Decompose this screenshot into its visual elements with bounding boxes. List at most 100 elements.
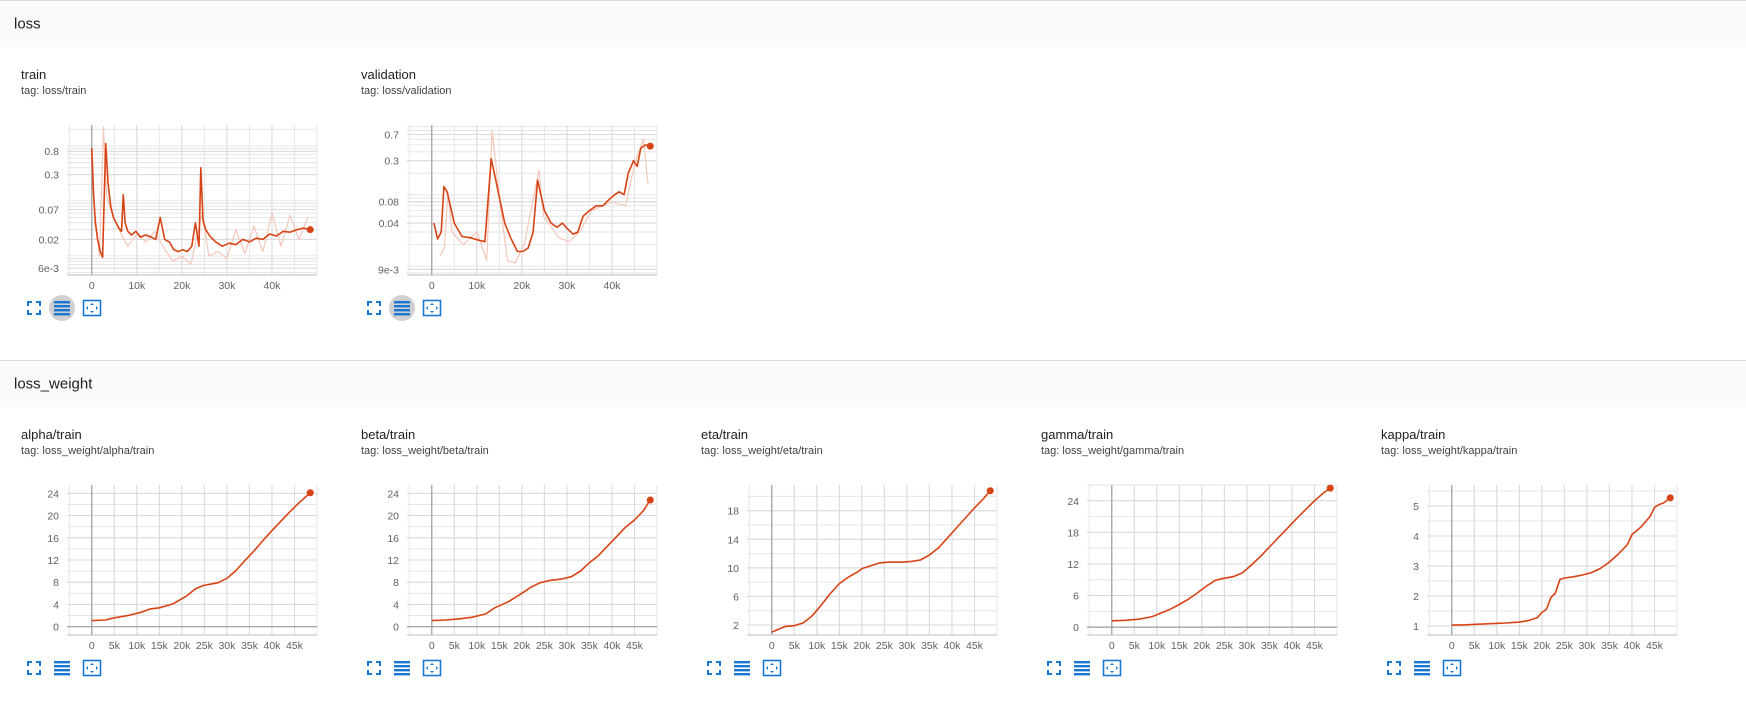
series-line-smoothed — [1451, 497, 1671, 626]
section-body-loss: train tag: loss/train 0 10k 20k 30k 40k 6e-3 0… — [0, 47, 1746, 360]
fit-domain-icon — [82, 299, 102, 317]
y-tick-label: 12 — [1067, 559, 1079, 571]
y-tick-label: 20 — [387, 511, 399, 523]
x-tick-label: 20k — [853, 640, 871, 652]
card-title: kappa/train — [1381, 427, 1446, 442]
y-tick-label: 0.7 — [384, 129, 399, 141]
card-title: validation — [361, 67, 416, 82]
fit-domain-button[interactable] — [79, 295, 105, 321]
line-chart: 0 5k 10k 15k 20k 25k 30k 35k 40k 45k 0 4 8 12 16 20 24 — [47, 485, 318, 652]
log-scale-toggle[interactable] — [49, 655, 75, 681]
log-scale-toggle[interactable] — [389, 655, 415, 681]
card-title: alpha/train — [21, 427, 82, 442]
x-tick-label: 40k — [1623, 640, 1641, 652]
x-tick-label: 40k — [263, 280, 281, 292]
fit-domain-button[interactable] — [759, 655, 785, 681]
log-scale-icon-bar — [54, 661, 70, 664]
x-tick-label: 20k — [173, 640, 191, 652]
x-tick-label: 0 — [1109, 640, 1115, 652]
fullscreen-button[interactable] — [1381, 655, 1407, 681]
fit-domain-icon-arrows — [426, 663, 438, 673]
x-tick-label: 10k — [468, 280, 486, 292]
log-scale-icon-bar — [394, 661, 410, 664]
log-scale-toggle[interactable] — [729, 655, 755, 681]
section-header-loss-weight[interactable]: loss_weight — [0, 360, 1746, 408]
x-tick-label: 45k — [966, 640, 984, 652]
y-tick-label: 2 — [733, 620, 739, 632]
x-tick-label: 35k — [1261, 640, 1279, 652]
series-line-smoothed — [431, 499, 651, 622]
fullscreen-icon-path — [367, 661, 381, 675]
x-tick-label: 30k — [558, 640, 576, 652]
log-scale-toggle[interactable] — [1409, 655, 1435, 681]
x-tick-label: 5k — [1129, 640, 1141, 652]
y-tick-label: 0 — [53, 622, 59, 634]
log-scale-icon-bar — [394, 665, 410, 668]
x-tick-label: 10k — [1148, 640, 1166, 652]
x-tick-label: 5k — [449, 640, 461, 652]
log-scale-icon-bar — [1414, 661, 1430, 664]
section-body-loss-weight: alpha/train tag: loss_weight/alpha/train… — [0, 407, 1746, 718]
fit-domain-icon-arrows — [1446, 663, 1458, 673]
fit-domain-icon-frame — [82, 659, 102, 677]
fit-domain-icon-frame — [82, 299, 102, 317]
x-tick-label: 35k — [241, 640, 259, 652]
x-tick-label: 5k — [789, 640, 801, 652]
card-title: beta/train — [361, 427, 416, 442]
chart-card-kappa-train: kappa/train tag: loss_weight/kappa/train… — [1381, 427, 1721, 677]
log-scale-icon-bar — [394, 313, 410, 316]
fullscreen-button[interactable] — [361, 295, 387, 321]
line-chart: 0 10k 20k 30k 40k 9e-3 0.04 0.08 0.3 0.7 — [378, 125, 658, 292]
log-scale-icon-bar — [1074, 665, 1090, 668]
card-tag: tag: loss_weight/eta/train — [701, 445, 823, 457]
log-scale-icon-bar — [394, 673, 410, 676]
log-scale-icon-bar — [54, 313, 70, 316]
y-tick-label: 6 — [733, 591, 739, 603]
fullscreen-button[interactable] — [361, 655, 387, 681]
fullscreen-icon — [707, 661, 721, 675]
fullscreen-button[interactable] — [21, 295, 47, 321]
log-scale-icon — [394, 301, 410, 316]
chart-card-validation: validation tag: loss/validation 0 10k 20k 3… — [361, 67, 701, 321]
log-scale-icon-bar — [394, 305, 410, 308]
x-tick-label: 0 — [769, 640, 775, 652]
fit-domain-button[interactable] — [419, 295, 445, 321]
log-scale-icon-bar — [734, 665, 750, 668]
y-tick-label: 24 — [1067, 496, 1079, 508]
fit-domain-button[interactable] — [79, 655, 105, 681]
series-line-smoothed — [433, 144, 651, 253]
log-scale-toggle[interactable] — [1069, 655, 1095, 681]
card-tag: tag: loss/validation — [361, 85, 452, 97]
fullscreen-button[interactable] — [21, 655, 47, 681]
series-line-smoothed — [91, 492, 311, 622]
log-scale-icon-bar — [734, 661, 750, 664]
x-tick-label: 15k — [151, 640, 169, 652]
log-scale-toggle[interactable] — [49, 295, 75, 321]
x-tick-label: 20k — [513, 640, 531, 652]
y-tick-label: 18 — [727, 506, 739, 518]
card-title: train — [21, 67, 47, 82]
x-tick-label: 25k — [196, 640, 214, 652]
x-tick-label: 10k — [808, 640, 826, 652]
x-tick-label: 10k — [468, 640, 486, 652]
fit-domain-button[interactable] — [1099, 655, 1125, 681]
x-tick-label: 40k — [263, 640, 281, 652]
fit-domain-icon-arrows — [766, 663, 778, 673]
series-last-point — [646, 496, 654, 504]
fit-domain-button[interactable] — [419, 655, 445, 681]
fullscreen-icon-path — [27, 661, 41, 675]
x-tick-label: 30k — [898, 640, 916, 652]
fullscreen-icon — [367, 661, 381, 675]
log-scale-toggle[interactable] — [389, 295, 415, 321]
fullscreen-button[interactable] — [701, 655, 727, 681]
series-line-smoothed — [1111, 487, 1331, 622]
fit-domain-button[interactable] — [1439, 655, 1465, 681]
y-tick-label: 6 — [1073, 591, 1079, 603]
x-tick-label: 10k — [128, 640, 146, 652]
section-header-loss[interactable]: loss — [0, 0, 1746, 48]
fullscreen-button[interactable] — [1041, 655, 1067, 681]
fullscreen-icon-path — [367, 301, 381, 315]
y-tick-label: 0.3 — [44, 170, 59, 182]
x-tick-label: 40k — [943, 640, 961, 652]
log-scale-icon — [394, 661, 410, 676]
